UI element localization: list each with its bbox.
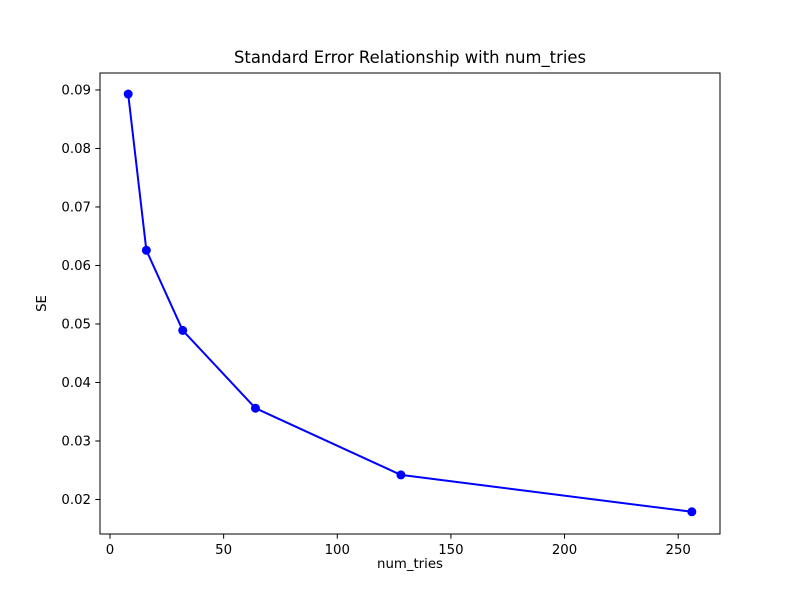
- x-tick-label: 50: [215, 543, 232, 558]
- x-tick-label: 150: [438, 543, 463, 558]
- plot-area-border: [99, 72, 721, 535]
- y-tick-label: 0.06: [61, 259, 91, 274]
- y-tick-label: 0.08: [61, 142, 91, 157]
- x-tick-label: 0: [106, 543, 114, 558]
- data-point-marker: [250, 403, 260, 413]
- x-axis-label: num_tries: [377, 557, 443, 572]
- x-tick-label: 250: [665, 543, 690, 558]
- y-tick-label: 0.02: [61, 493, 91, 508]
- data-point-marker: [123, 89, 133, 99]
- data-point-marker: [178, 325, 188, 335]
- x-tick-label: 200: [552, 543, 577, 558]
- chart-title: Standard Error Relationship with num_tri…: [234, 48, 586, 68]
- y-tick-label: 0.05: [61, 318, 91, 333]
- y-tick-label: 0.04: [61, 376, 91, 391]
- x-tick-label: 100: [325, 543, 350, 558]
- y-tick-label: 0.09: [61, 84, 91, 99]
- y-axis-label: SE: [35, 295, 50, 312]
- y-tick-label: 0.07: [61, 201, 91, 216]
- data-point-marker: [687, 507, 697, 517]
- se-line-series: [127, 93, 693, 513]
- data-point-marker: [141, 245, 151, 255]
- data-point-marker: [396, 470, 406, 480]
- y-tick-label: 0.03: [61, 435, 91, 450]
